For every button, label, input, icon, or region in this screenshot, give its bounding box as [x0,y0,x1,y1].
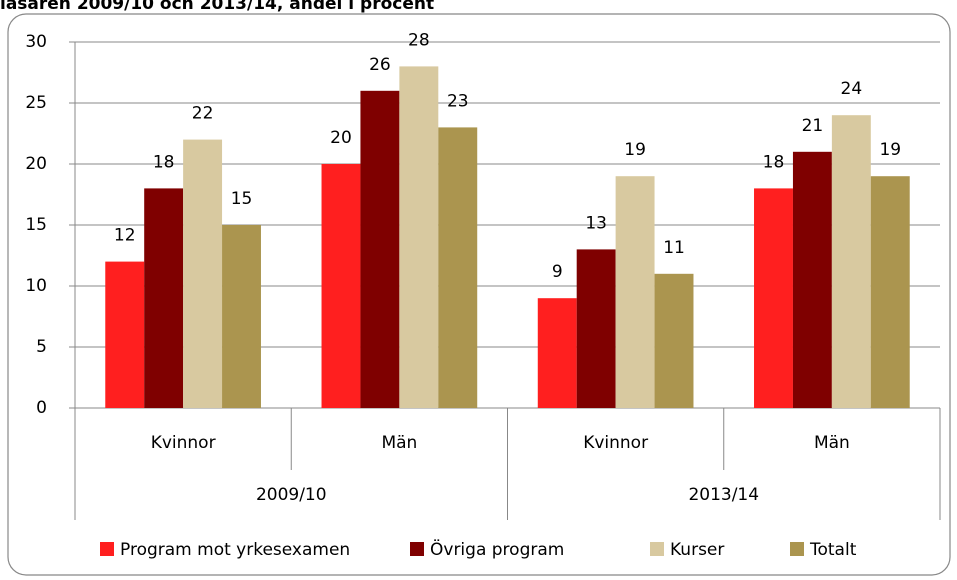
legend-label: Övriga program [430,538,564,560]
bar [105,261,145,408]
value-label: 18 [153,152,175,172]
value-label: 21 [802,116,824,136]
value-label: 19 [879,140,901,160]
value-label: 26 [369,55,391,75]
value-label: 13 [585,213,607,233]
x-tick-label: Kvinnor [583,433,648,453]
value-label: 18 [763,152,785,172]
bar [222,225,261,408]
bar [792,151,832,409]
y-tick-label: 15 [25,215,47,235]
bar [615,176,655,408]
value-label: 12 [114,226,136,246]
chart-frame [7,13,951,576]
bar [399,66,439,409]
bar [870,176,910,408]
y-tick-label: 0 [36,398,47,418]
bar [537,298,577,408]
bar [754,188,793,408]
value-label: 11 [663,238,685,258]
bar [360,90,400,409]
value-label: 19 [624,140,646,160]
bar [144,188,184,408]
value-label: 9 [552,262,563,282]
legend-label: Program mot yrkesexamen [120,540,350,560]
x-tick-label: Män [814,433,850,453]
y-tick-label: 25 [25,93,47,113]
x-tick-label: Kvinnor [151,433,216,453]
y-tick-label: 30 [25,32,47,52]
legend-swatch [790,542,804,556]
legend-label: Totalt [809,540,857,560]
y-tick-label: 5 [36,337,47,357]
legend-swatch [410,542,424,556]
legend-swatch [650,542,664,556]
legend-swatch [100,542,114,556]
bar [831,115,871,408]
value-label: 22 [192,104,214,124]
bar [576,249,616,408]
chart-title: läsåren 2009/10 och 2013/14, andel i pro… [0,0,434,14]
value-label: 24 [841,79,863,99]
value-label: 23 [447,91,469,111]
value-label: 15 [231,189,253,209]
bar [321,164,361,408]
bar [438,127,478,409]
x-tick-label: Män [381,433,417,453]
group-label: 2013/14 [688,485,759,505]
group-label: 2009/10 [256,485,327,505]
legend-label: Kurser [670,540,724,560]
bar [183,139,223,408]
y-tick-label: 20 [25,154,47,174]
value-label: 20 [330,128,352,148]
bar [654,273,694,408]
value-label: 28 [408,30,430,50]
y-tick-label: 10 [25,276,47,296]
